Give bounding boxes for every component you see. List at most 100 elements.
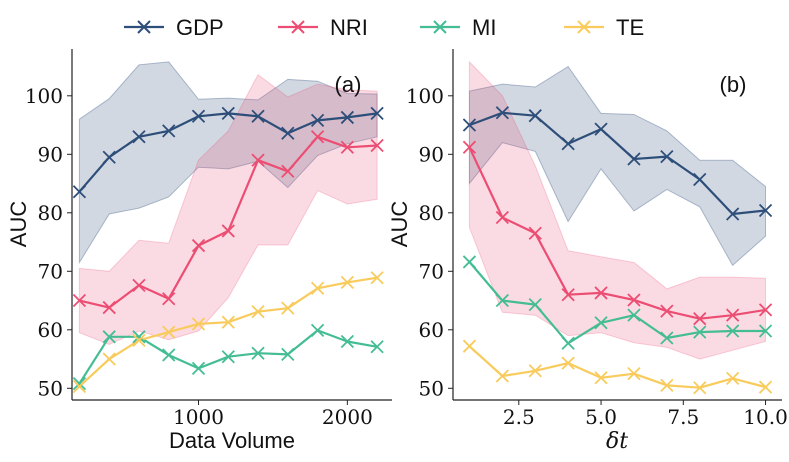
point-mi-a-4 bbox=[191, 361, 206, 376]
band-gdp-a bbox=[78, 61, 378, 265]
point-te-b-0 bbox=[462, 339, 477, 353]
point-te-a-2 bbox=[132, 333, 146, 347]
panel-a: 50 60 70 80 90 100 1000 2000 (a) Data Volume AU… bbox=[6, 49, 392, 453]
x-tick-label-a-1: 2000 bbox=[322, 405, 373, 429]
legend-marker-mi bbox=[433, 20, 447, 34]
point-nri-a-6 bbox=[251, 153, 265, 167]
point-gdp-b-9 bbox=[758, 203, 773, 218]
point-te-b-9 bbox=[758, 380, 773, 394]
point-nri-b-7 bbox=[693, 312, 707, 326]
series-line-nri-b bbox=[468, 146, 766, 320]
legend-marker-te bbox=[577, 20, 591, 34]
point-gdp-b-2 bbox=[528, 109, 542, 123]
panel-b: 50 60 70 80 90 100 2.5 5.0 7.5 10.0 (b) δt AUC bbox=[387, 49, 788, 454]
y-tick-label-a-90: 90 bbox=[38, 142, 63, 166]
point-nri-b-3 bbox=[561, 288, 575, 302]
x-axis-label-b: δt bbox=[606, 429, 628, 454]
point-gdp-a-5 bbox=[221, 106, 235, 120]
panel-label-a: (a) bbox=[335, 72, 362, 97]
band-gdp-b bbox=[468, 65, 766, 267]
point-gdp-a-0 bbox=[72, 185, 87, 199]
point-nri-b-0 bbox=[462, 140, 477, 154]
series-line-te-b bbox=[468, 345, 766, 389]
point-mi-b-1 bbox=[495, 293, 509, 308]
point-mi-b-8 bbox=[726, 324, 740, 338]
point-nri-a-3 bbox=[162, 292, 176, 306]
y-axis-label-b: AUC bbox=[387, 201, 412, 248]
point-mi-a-6 bbox=[251, 346, 265, 360]
point-nri-b-4 bbox=[594, 286, 608, 300]
point-te-b-6 bbox=[660, 378, 674, 393]
point-mi-b-2 bbox=[528, 298, 542, 312]
point-gdp-b-8 bbox=[726, 207, 740, 221]
point-mi-a-10 bbox=[370, 340, 384, 354]
point-mi-b-3 bbox=[561, 336, 575, 350]
point-te-a-3 bbox=[162, 325, 176, 339]
y-tick-label-b-90: 90 bbox=[419, 142, 444, 166]
point-mi-a-9 bbox=[340, 334, 354, 349]
point-gdp-a-4 bbox=[191, 109, 206, 123]
point-gdp-a-7 bbox=[281, 126, 295, 140]
point-te-a-0 bbox=[72, 379, 87, 394]
series-line-gdp-b bbox=[469, 111, 766, 216]
point-te-a-10 bbox=[370, 271, 384, 285]
point-mi-a-3 bbox=[162, 348, 176, 362]
point-gdp-b-4 bbox=[594, 122, 608, 136]
point-te-a-9 bbox=[340, 275, 354, 290]
point-nri-a-10 bbox=[370, 138, 384, 153]
legend-label-gdp: GDP bbox=[176, 15, 224, 40]
point-nri-a-4 bbox=[191, 238, 206, 253]
series-line-mi-b bbox=[468, 261, 766, 345]
point-te-b-2 bbox=[528, 364, 542, 378]
point-nri-b-2 bbox=[528, 226, 542, 240]
point-te-b-8 bbox=[726, 371, 740, 385]
legend-label-mi: MI bbox=[472, 15, 496, 40]
point-te-a-5 bbox=[221, 315, 235, 329]
point-gdp-a-6 bbox=[251, 109, 265, 123]
point-gdp-b-7 bbox=[693, 172, 707, 187]
point-gdp-b-6 bbox=[660, 150, 674, 164]
legend-item-nri: NRI bbox=[278, 15, 368, 40]
point-nri-a-9 bbox=[340, 140, 354, 154]
legend-marker-gdp bbox=[137, 20, 151, 34]
point-te-a-6 bbox=[251, 305, 265, 319]
y-tick-label-b-50: 50 bbox=[419, 376, 444, 400]
point-nri-a-2 bbox=[132, 278, 146, 292]
legend: GDP NRI MI TE bbox=[124, 15, 644, 40]
point-gdp-a-9 bbox=[340, 110, 354, 125]
band-nri-b bbox=[468, 60, 766, 360]
point-gdp-b-0 bbox=[462, 118, 477, 132]
point-gdp-a-1 bbox=[102, 150, 116, 164]
point-mi-b-9 bbox=[758, 324, 773, 338]
y-tick-label-a-80: 80 bbox=[38, 201, 63, 225]
point-nri-b-6 bbox=[660, 304, 674, 318]
point-mi-a-7 bbox=[281, 347, 295, 362]
x-tick-label-a-0: 1000 bbox=[173, 405, 224, 429]
point-te-a-4 bbox=[191, 317, 206, 331]
panel-label-b: (b) bbox=[720, 72, 747, 97]
legend-item-gdp: GDP bbox=[124, 15, 224, 40]
legend-item-mi: MI bbox=[420, 15, 496, 40]
x-tick-label-b-3: 10.0 bbox=[743, 405, 788, 429]
band-nri-a bbox=[78, 73, 378, 345]
point-nri-a-0 bbox=[72, 293, 87, 308]
point-te-b-3 bbox=[561, 356, 575, 370]
point-te-b-5 bbox=[627, 367, 641, 381]
point-nri-b-9 bbox=[758, 303, 773, 317]
x-tick-label-b-2: 7.5 bbox=[667, 405, 699, 429]
point-mi-a-8 bbox=[310, 323, 325, 338]
point-gdp-a-2 bbox=[132, 130, 146, 144]
y-tick-label-b-80: 80 bbox=[419, 201, 444, 225]
y-tick-label-a-100: 100 bbox=[25, 84, 63, 108]
point-nri-a-8 bbox=[310, 130, 325, 144]
point-gdp-a-8 bbox=[310, 113, 325, 128]
point-nri-b-5 bbox=[627, 293, 641, 307]
y-tick-label-b-60: 60 bbox=[419, 318, 444, 342]
legend-marker-nri bbox=[291, 20, 305, 34]
point-mi-a-1 bbox=[102, 330, 116, 344]
point-te-a-8 bbox=[310, 281, 325, 295]
x-tick-label-b-1: 5.0 bbox=[585, 405, 617, 429]
point-nri-a-1 bbox=[102, 300, 116, 315]
point-te-a-7 bbox=[281, 301, 295, 315]
point-gdp-a-10 bbox=[370, 106, 384, 120]
